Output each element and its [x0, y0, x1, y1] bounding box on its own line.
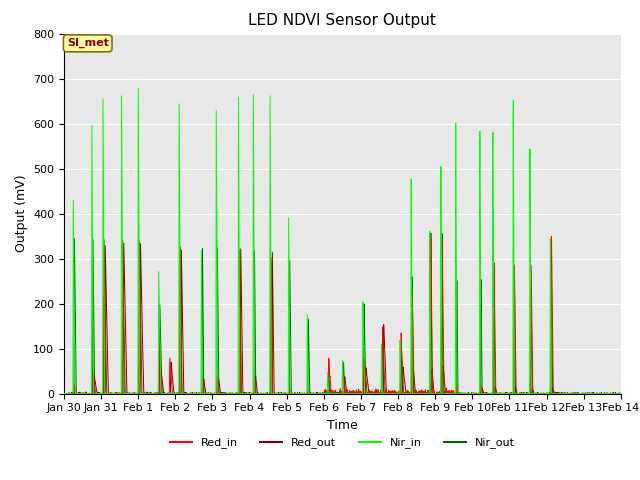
Title: LED NDVI Sensor Output: LED NDVI Sensor Output [248, 13, 436, 28]
Y-axis label: Output (mV): Output (mV) [15, 175, 28, 252]
Text: SI_met: SI_met [67, 38, 109, 48]
Legend: Red_in, Red_out, Nir_in, Nir_out: Red_in, Red_out, Nir_in, Nir_out [165, 433, 520, 453]
X-axis label: Time: Time [327, 419, 358, 432]
